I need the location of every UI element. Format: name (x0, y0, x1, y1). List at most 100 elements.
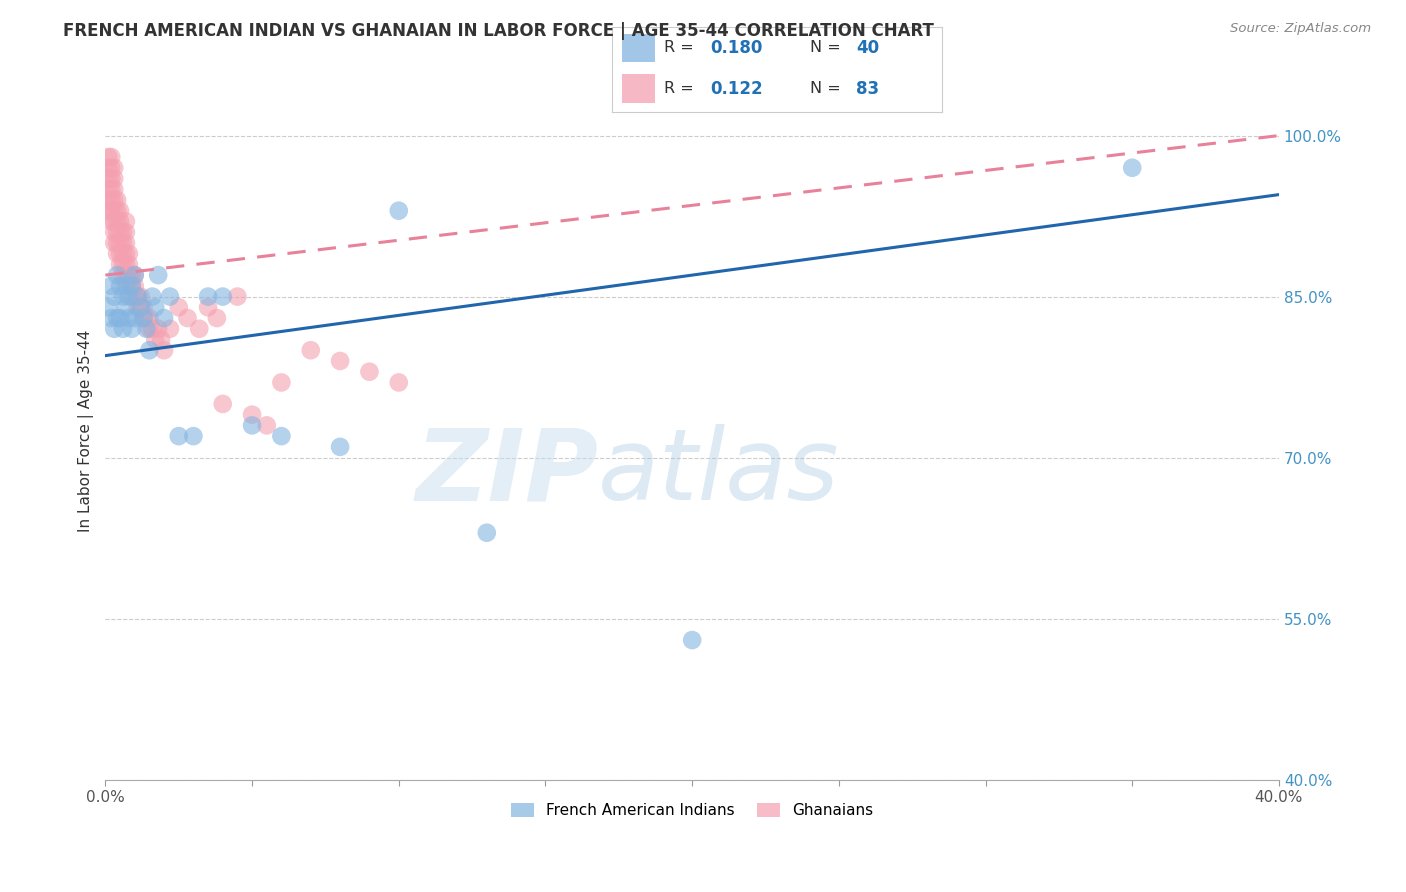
Text: R =: R = (665, 40, 699, 55)
Point (100, 203, 122, 218)
Point (118, 246, 141, 260)
Text: N =: N = (810, 40, 846, 55)
Point (115, 235, 138, 250)
Point (270, 429, 292, 443)
Text: 0.122: 0.122 (710, 79, 763, 97)
Point (108, 203, 131, 218)
Point (124, 289, 146, 303)
Point (118, 278, 141, 293)
Text: N =: N = (810, 81, 846, 96)
Point (105, 193, 128, 207)
Point (129, 289, 152, 303)
Point (127, 289, 149, 303)
Point (103, 161, 125, 175)
Point (111, 246, 134, 260)
Point (111, 225, 134, 239)
Point (105, 246, 128, 260)
Point (167, 429, 190, 443)
Point (100, 150, 122, 164)
Point (329, 354, 352, 368)
Point (97, 301, 120, 315)
Text: FRENCH AMERICAN INDIAN VS GHANAIAN IN LABOR FORCE | AGE 35-44 CORRELATION CHART: FRENCH AMERICAN INDIAN VS GHANAIAN IN LA… (63, 22, 934, 40)
Point (121, 289, 143, 303)
Point (103, 322, 125, 336)
Point (148, 268, 170, 282)
Point (129, 301, 152, 315)
Point (256, 418, 278, 433)
Point (115, 246, 138, 260)
Point (100, 278, 122, 293)
Point (270, 376, 292, 390)
Point (103, 214, 125, 228)
Point (188, 322, 211, 336)
Point (141, 322, 163, 336)
Point (159, 322, 181, 336)
Point (108, 257, 131, 271)
Point (103, 203, 125, 218)
Point (159, 289, 181, 303)
Point (100, 161, 122, 175)
Point (100, 193, 122, 207)
Point (105, 225, 128, 239)
Text: 0.180: 0.180 (710, 39, 763, 57)
Point (176, 311, 198, 326)
Point (118, 257, 141, 271)
Point (197, 301, 219, 315)
Point (103, 225, 125, 239)
Point (127, 301, 149, 315)
Point (121, 268, 143, 282)
Point (108, 311, 131, 326)
Point (129, 301, 152, 315)
Point (132, 311, 155, 326)
Point (118, 268, 141, 282)
Point (97, 193, 120, 207)
Point (100, 311, 122, 326)
Point (108, 225, 131, 239)
Point (103, 193, 125, 207)
Point (103, 171, 125, 186)
Point (127, 289, 149, 303)
Legend: French American Indians, Ghanaians: French American Indians, Ghanaians (505, 797, 880, 824)
Point (97, 171, 120, 186)
Point (115, 225, 138, 239)
Text: atlas: atlas (599, 424, 839, 521)
Point (118, 311, 141, 326)
Point (108, 214, 131, 228)
Point (135, 311, 157, 326)
Point (124, 268, 146, 282)
Point (108, 278, 131, 293)
Point (105, 311, 128, 326)
Point (105, 268, 128, 282)
Point (100, 214, 122, 228)
Point (97, 150, 120, 164)
Text: R =: R = (665, 81, 699, 96)
Point (111, 268, 134, 282)
Point (111, 322, 134, 336)
Point (97, 161, 120, 175)
Point (103, 235, 125, 250)
Point (115, 268, 138, 282)
Point (240, 418, 263, 433)
Point (115, 257, 138, 271)
Point (135, 322, 157, 336)
Point (475, 525, 498, 540)
Point (143, 333, 166, 347)
Point (1121, 161, 1143, 175)
Point (97, 203, 120, 218)
Point (115, 278, 138, 293)
Point (100, 182, 122, 196)
Point (681, 633, 703, 648)
Point (153, 311, 176, 326)
Point (111, 257, 134, 271)
Point (388, 203, 411, 218)
Point (100, 171, 122, 186)
Point (141, 289, 163, 303)
Point (105, 214, 128, 228)
Point (138, 322, 160, 336)
Point (111, 289, 134, 303)
Point (121, 278, 143, 293)
Point (132, 301, 155, 315)
Point (115, 301, 138, 315)
Point (143, 301, 166, 315)
Text: ZIP: ZIP (415, 424, 599, 521)
